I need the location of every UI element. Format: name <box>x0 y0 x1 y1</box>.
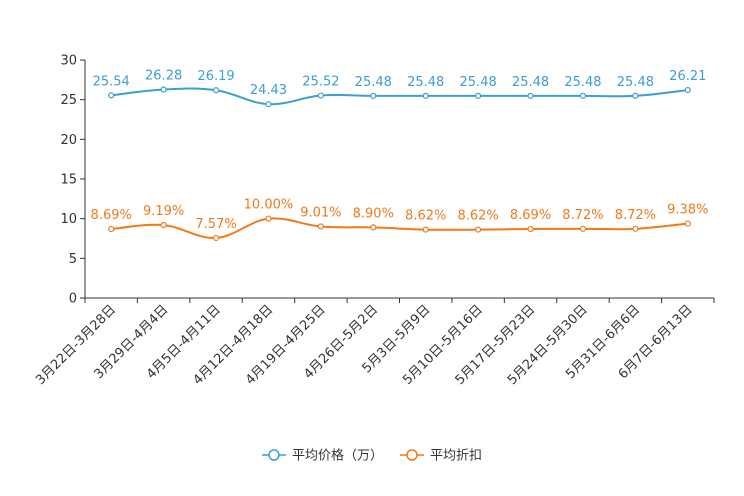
data-label: 9.38% <box>667 203 708 218</box>
y-tick-label: 15 <box>60 173 77 188</box>
data-label: 26.21 <box>669 69 706 84</box>
data-label: 25.48 <box>617 75 654 90</box>
data-point <box>632 225 639 232</box>
data-point <box>527 225 534 233</box>
legend-marker <box>268 449 280 461</box>
y-tick-label: 20 <box>60 133 77 148</box>
legend-item-1: 平均折扣 <box>400 449 482 464</box>
chart-legend: 平均价格（万） 平均折扣 <box>262 448 482 464</box>
data-point <box>579 225 587 232</box>
data-point <box>160 86 167 93</box>
data-label: 25.48 <box>355 75 392 90</box>
chart-series: 25.54 26.28 26.19 24.43 25.52 25.48 25.48 25.48… <box>91 69 708 242</box>
data-point <box>684 220 691 227</box>
data-label: 8.90% <box>353 206 394 221</box>
data-point <box>527 92 534 99</box>
data-label: 26.28 <box>145 69 182 84</box>
legend-label: 平均折扣 <box>430 449 482 464</box>
y-tick-label: 5 <box>69 252 77 267</box>
legend-item-0: 平均价格（万） <box>262 448 383 464</box>
data-point <box>475 92 482 99</box>
data-label: 7.57% <box>195 217 236 232</box>
data-point <box>212 87 220 94</box>
data-point <box>370 92 377 99</box>
data-label: 8.62% <box>457 209 498 224</box>
data-point <box>579 92 587 99</box>
legend-label: 平均价格（万） <box>292 448 383 464</box>
data-point <box>475 226 482 233</box>
y-tick-label: 10 <box>60 212 77 227</box>
data-point <box>317 223 324 230</box>
data-point <box>108 92 115 99</box>
data-point <box>422 226 429 233</box>
data-point <box>684 86 691 94</box>
data-label: 26.19 <box>197 69 234 84</box>
data-label: 8.69% <box>510 208 551 223</box>
data-label: 25.54 <box>93 74 130 89</box>
data-point <box>632 92 639 99</box>
data-label: 9.19% <box>143 204 184 219</box>
data-point <box>370 224 377 231</box>
data-point <box>160 221 167 229</box>
data-point <box>317 92 324 99</box>
data-label: 25.48 <box>407 75 444 90</box>
data-label: 8.72% <box>562 208 603 223</box>
series-0: 25.54 26.28 26.19 24.43 25.52 25.48 25.48 25.48… <box>93 69 706 108</box>
series-1: 8.69% 9.19% 7.57% 10.00% 9.01% 8.90% 8.62% 8.62… <box>91 198 708 242</box>
legend-marker <box>406 449 418 461</box>
data-point <box>265 101 272 108</box>
series-line <box>111 217 688 239</box>
data-point <box>265 215 272 222</box>
y-tick-label: 0 <box>69 292 77 307</box>
data-point <box>212 234 220 242</box>
data-label: 9.01% <box>300 206 341 221</box>
data-label: 8.69% <box>91 208 132 223</box>
data-point <box>108 225 115 233</box>
y-tick-label: 30 <box>60 54 77 69</box>
y-tick-label: 25 <box>60 93 77 108</box>
data-label: 25.48 <box>460 75 497 90</box>
data-label: 25.48 <box>564 75 601 90</box>
data-label: 25.48 <box>512 75 549 90</box>
series-line <box>111 87 688 106</box>
data-label: 8.72% <box>615 208 656 223</box>
data-label: 25.52 <box>302 75 339 90</box>
data-point <box>422 92 429 99</box>
data-label: 8.62% <box>405 209 446 224</box>
data-label: 24.43 <box>250 83 287 98</box>
data-label: 10.00% <box>244 198 294 213</box>
